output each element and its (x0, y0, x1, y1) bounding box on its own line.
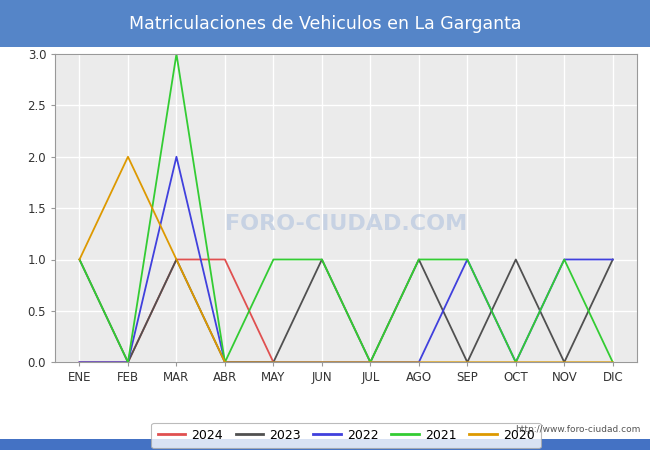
Text: FORO-CIUDAD.COM: FORO-CIUDAD.COM (225, 214, 467, 234)
Text: http://www.foro-ciudad.com: http://www.foro-ciudad.com (515, 425, 640, 434)
Text: Matriculaciones de Vehiculos en La Garganta: Matriculaciones de Vehiculos en La Garga… (129, 14, 521, 33)
Legend: 2024, 2023, 2022, 2021, 2020: 2024, 2023, 2022, 2021, 2020 (151, 423, 541, 449)
